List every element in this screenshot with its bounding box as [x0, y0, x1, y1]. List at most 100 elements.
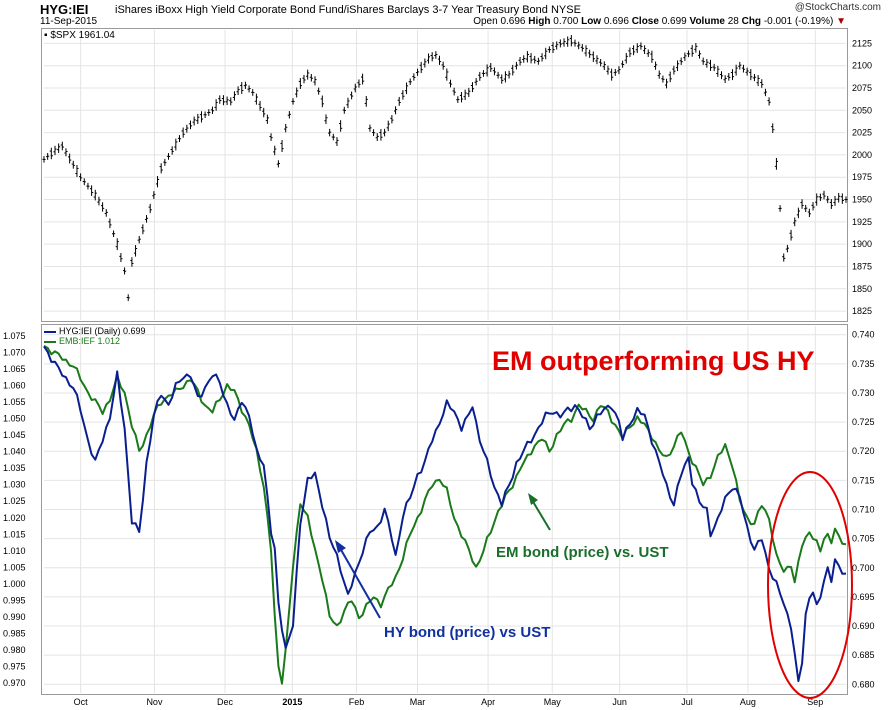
high-label: High — [528, 16, 551, 27]
spx-y-tick: 1875 — [852, 261, 872, 271]
emb-y-tick: 0.985 — [3, 628, 26, 638]
hyg-y-tick: 0.705 — [852, 534, 875, 544]
spx-y-tick: 2025 — [852, 128, 872, 138]
hyg-swatch — [44, 330, 56, 333]
chg-label: Chg — [741, 16, 762, 27]
spx-y-tick: 2075 — [852, 83, 872, 93]
annotation-hy-label: HY bond (price) vs UST — [384, 624, 551, 641]
ratio-legend: HYG:IEI (Daily) 0.699 EMB:IEF 1.012 — [44, 326, 146, 346]
emb-y-tick: 0.995 — [3, 595, 26, 605]
hyg-y-tick: 0.730 — [852, 388, 875, 398]
axis-labels: Oct Nov Dec 2015 Feb Mar Apr May Jun Jul Aug Sep 182… — [3, 38, 875, 707]
emb-y-tick: 0.970 — [3, 678, 26, 688]
spx-y-tick: 1975 — [852, 172, 872, 182]
x-tick-label: Dec — [217, 697, 234, 707]
spx-y-tick: 2100 — [852, 61, 872, 71]
hyg-y-tick: 0.735 — [852, 359, 875, 369]
hyg-legend-label: HYG:IEI (Daily) 0.699 — [59, 326, 146, 336]
hyg-y-tick: 0.680 — [852, 679, 875, 689]
hyg-y-tick: 0.710 — [852, 505, 875, 515]
emb-y-tick: 0.990 — [3, 612, 26, 622]
ohlc-readout: Open 0.696 High 0.700 Low 0.696 Close 0.… — [473, 16, 846, 27]
spx-ohlc-bars — [42, 35, 848, 302]
ticker-symbol: HYG:IEI — [40, 2, 89, 17]
hyg-iei-line — [43, 345, 847, 683]
x-tick-label: Jul — [681, 697, 693, 707]
spx-legend: ▪ $SPX 1961.04 — [44, 30, 115, 41]
spx-legend-icon: ▪ — [44, 30, 48, 41]
spx-y-tick: 1900 — [852, 239, 872, 249]
emb-y-tick: 1.035 — [3, 463, 26, 473]
emb-y-tick: 1.000 — [3, 579, 26, 589]
stockcharts-logo: @StockCharts.com — [794, 2, 881, 13]
spx-legend-label: $SPX 1961.04 — [50, 30, 115, 41]
emb-y-tick: 1.010 — [3, 546, 26, 556]
emb-y-tick: 1.060 — [3, 381, 26, 391]
x-tick-label: Nov — [146, 697, 163, 707]
em-arrow — [531, 499, 551, 531]
emb-y-tick: 1.015 — [3, 529, 26, 539]
emb-y-tick: 1.065 — [3, 364, 26, 374]
emb-y-tick: 1.020 — [3, 513, 26, 523]
x-tick-label: Feb — [349, 697, 365, 707]
volume-label: Volume — [689, 16, 725, 27]
hyg-y-tick: 0.725 — [852, 417, 875, 427]
top-panel-frame — [41, 28, 848, 322]
hyg-y-tick: 0.715 — [852, 475, 875, 485]
hyg-y-tick: 0.740 — [852, 330, 875, 340]
emb-y-tick: 0.980 — [3, 645, 26, 655]
emb-y-tick: 1.025 — [3, 496, 26, 506]
emb-y-tick: 1.055 — [3, 397, 26, 407]
open-label: Open — [473, 16, 498, 27]
x-tick-label: Mar — [410, 697, 426, 707]
chg-value: -0.001 (-0.19%) — [763, 16, 834, 27]
emb-legend-entry: EMB:IEF 1.012 — [44, 336, 146, 346]
close-label: Close — [631, 16, 659, 27]
open-value: 0.696 — [500, 16, 526, 27]
spx-y-tick: 2000 — [852, 150, 872, 160]
emb-y-tick: 1.075 — [3, 331, 26, 341]
spx-y-tick: 1850 — [852, 284, 872, 294]
em-arrowhead — [528, 493, 538, 505]
down-arrow-icon: ▼ — [836, 16, 846, 27]
x-tick-label: Jun — [612, 697, 627, 707]
spx-y-tick: 1825 — [852, 306, 872, 316]
emb-y-tick: 1.070 — [3, 347, 26, 357]
emb-ief-line — [43, 344, 847, 685]
emb-y-tick: 1.045 — [3, 430, 26, 440]
high-value: 0.700 — [553, 16, 579, 27]
hyg-y-tick: 0.700 — [852, 563, 875, 573]
hyg-y-tick: 0.685 — [852, 650, 875, 660]
emb-legend-label: EMB:IEF 1.012 — [59, 336, 121, 346]
security-full-name: iShares iBoxx High Yield Corporate Bond … — [115, 4, 581, 16]
volume-value: 28 — [727, 16, 739, 27]
emb-y-tick: 1.050 — [3, 414, 26, 424]
hy-arrowhead — [335, 540, 346, 553]
hy-arrow — [339, 547, 381, 619]
emb-y-tick: 0.975 — [3, 662, 26, 672]
spx-y-tick: 2125 — [852, 38, 872, 48]
annotation-em-label: EM bond (price) vs. UST — [496, 544, 669, 561]
close-value: 0.699 — [661, 16, 687, 27]
x-tick-label: 2015 — [282, 697, 302, 707]
spx-y-tick: 2050 — [852, 105, 872, 115]
x-tick-label: Apr — [481, 697, 495, 707]
hyg-y-tick: 0.720 — [852, 446, 875, 456]
emb-y-tick: 1.005 — [3, 562, 26, 572]
x-tick-label: May — [544, 697, 562, 707]
emb-y-tick: 1.030 — [3, 480, 26, 490]
ratio-lines — [43, 344, 847, 685]
x-tick-label: Sep — [807, 697, 823, 707]
hyg-y-tick: 0.695 — [852, 592, 875, 602]
low-label: Low — [581, 16, 602, 27]
spx-y-tick: 1950 — [852, 195, 872, 205]
low-value: 0.696 — [603, 16, 629, 27]
hyg-y-tick: 0.690 — [852, 621, 875, 631]
quote-date: 11-Sep-2015 — [40, 16, 98, 27]
x-tick-label: Oct — [74, 697, 89, 707]
highlight-circle — [767, 471, 853, 699]
emb-y-tick: 1.040 — [3, 447, 26, 457]
annotation-title: EM outperforming US HY — [492, 346, 815, 376]
hyg-legend-entry: HYG:IEI (Daily) 0.699 — [44, 326, 146, 336]
